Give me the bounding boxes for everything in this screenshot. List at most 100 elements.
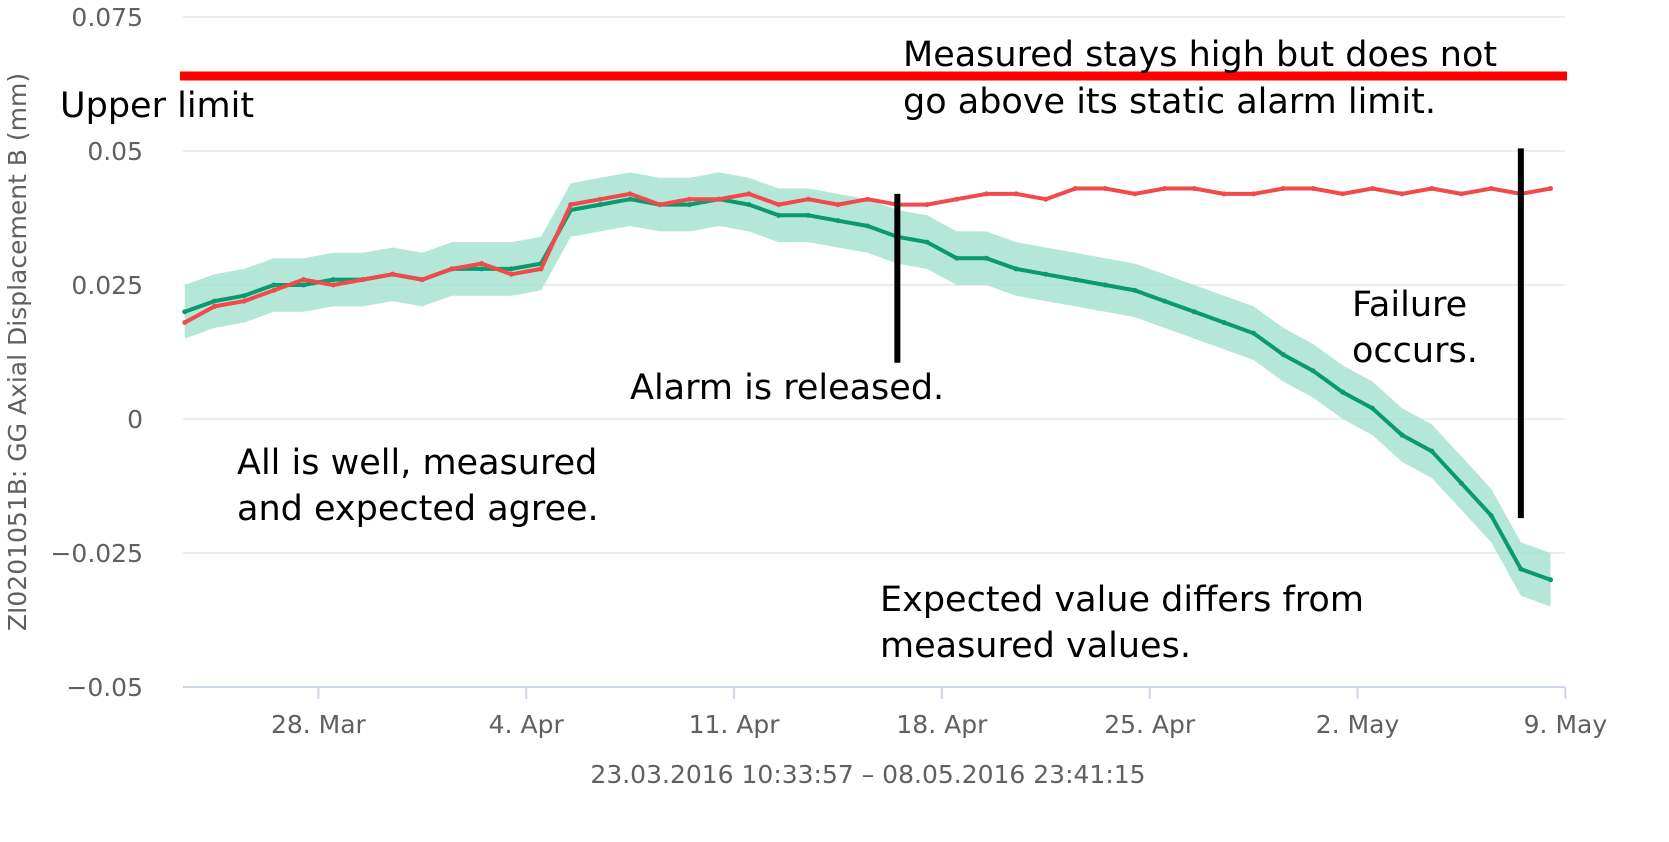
measured-point (449, 266, 455, 272)
y-axis-title: ZI0201051B: GG Axial Displacement B (mm) (3, 73, 32, 631)
x-tick-label: 25. Apr (1104, 710, 1196, 739)
y-tick-label: −0.05 (66, 673, 143, 702)
expected-differs-line2: measured values. (880, 626, 1191, 666)
measured-point (330, 282, 336, 288)
measured-point (1399, 191, 1405, 197)
measured-point (568, 202, 574, 208)
failure-line2: occurs. (1352, 331, 1478, 371)
expected-differs-line1: Expected value differs from (880, 580, 1364, 620)
measured-point (1310, 186, 1316, 192)
measured-point (597, 196, 603, 202)
expected-point (508, 266, 514, 272)
measured-high-line1: Measured stays high but does not (903, 35, 1497, 75)
x-tick-label: 2. May (1316, 710, 1400, 739)
expected-point (330, 277, 336, 283)
expected-point (805, 212, 811, 218)
measured-point (1191, 186, 1197, 192)
measured-point (1072, 186, 1078, 192)
expected-point (1458, 480, 1464, 486)
y-tick-labels: 0.075 0.05 0.025 0 −0.025 −0.05 (50, 3, 143, 702)
measured-point (271, 287, 277, 293)
measured-point (1548, 186, 1554, 192)
expected-point (1429, 448, 1435, 454)
y-tick-label: 0 (127, 405, 143, 434)
expected-point (301, 282, 307, 288)
measured-point (716, 196, 722, 202)
measured-point (1429, 186, 1435, 192)
expected-point (1043, 271, 1049, 277)
expected-point (924, 239, 930, 245)
expected-point (241, 293, 247, 299)
expected-point (1548, 577, 1554, 583)
expected-point (1191, 309, 1197, 315)
measured-point (1369, 186, 1375, 192)
expected-point (1518, 566, 1524, 572)
measured-point (1013, 191, 1019, 197)
expected-point (983, 255, 989, 261)
expected-point (865, 223, 871, 229)
expected-point (1013, 266, 1019, 272)
expected-point (479, 266, 485, 272)
expected-point (1162, 298, 1168, 304)
measured-point (746, 191, 752, 197)
measured-point (657, 202, 663, 208)
expected-point (1310, 368, 1316, 374)
measured-series-layer (182, 186, 1554, 326)
measured-point (776, 202, 782, 208)
y-tick-label: 0.075 (71, 3, 143, 32)
x-tick-label: 9. May (1524, 710, 1608, 739)
expected-point (687, 202, 693, 208)
measured-point (805, 196, 811, 202)
measured-point (1458, 191, 1464, 197)
expected-point (1369, 405, 1375, 411)
expected-point (1340, 389, 1346, 395)
measured-point (211, 303, 217, 309)
expected-point (1072, 277, 1078, 283)
x-axis: 28. Mar 4. Apr 11. Apr 18. Apr 25. Apr 2. May… (183, 686, 1608, 739)
measured-point (865, 196, 871, 202)
all-well-line2: and expected agree. (237, 489, 599, 529)
expected-point (1251, 330, 1257, 336)
expected-point (1280, 352, 1286, 358)
measured-high-line2: go above its static alarm limit. (903, 82, 1436, 122)
expected-point (1132, 287, 1138, 293)
y-tick-label: −0.025 (50, 539, 143, 568)
y-tick-label: 0.025 (71, 271, 143, 300)
measured-point (1251, 191, 1257, 197)
expected-point (1102, 282, 1108, 288)
upper-limit-label: Upper limit (60, 86, 254, 126)
expected-point (746, 202, 752, 208)
expected-point (835, 218, 841, 224)
measured-point (301, 277, 307, 283)
expected-point (182, 309, 188, 315)
measured-point (390, 271, 396, 277)
measured-point (1221, 191, 1227, 197)
measured-point (1280, 186, 1286, 192)
x-axis-title: 23.03.2016 10:33:57 – 08.05.2016 23:41:1… (590, 760, 1145, 789)
measured-point (627, 191, 633, 197)
measured-point (954, 196, 960, 202)
x-tick-label: 18. Apr (896, 710, 988, 739)
measured-point (1043, 196, 1049, 202)
x-tick-label: 28. Mar (271, 710, 367, 739)
expected-point (627, 196, 633, 202)
measured-point (1162, 186, 1168, 192)
expected-point (1399, 432, 1405, 438)
measured-point (835, 202, 841, 208)
measured-point (1132, 191, 1138, 197)
alarm-released-label: Alarm is released. (630, 368, 944, 408)
measured-point (1488, 186, 1494, 192)
measured-point (508, 271, 514, 277)
expected-point (211, 298, 217, 304)
expected-band (184, 172, 1551, 607)
expected-point (954, 255, 960, 261)
measured-point (1340, 191, 1346, 197)
expected-point (1488, 512, 1494, 518)
all-well-line1: All is well, measured (237, 443, 597, 483)
measured-point (479, 261, 485, 267)
measured-point (924, 202, 930, 208)
x-tick-label: 4. Apr (489, 710, 565, 739)
measured-point (182, 320, 188, 326)
marker-lines (894, 148, 1524, 519)
